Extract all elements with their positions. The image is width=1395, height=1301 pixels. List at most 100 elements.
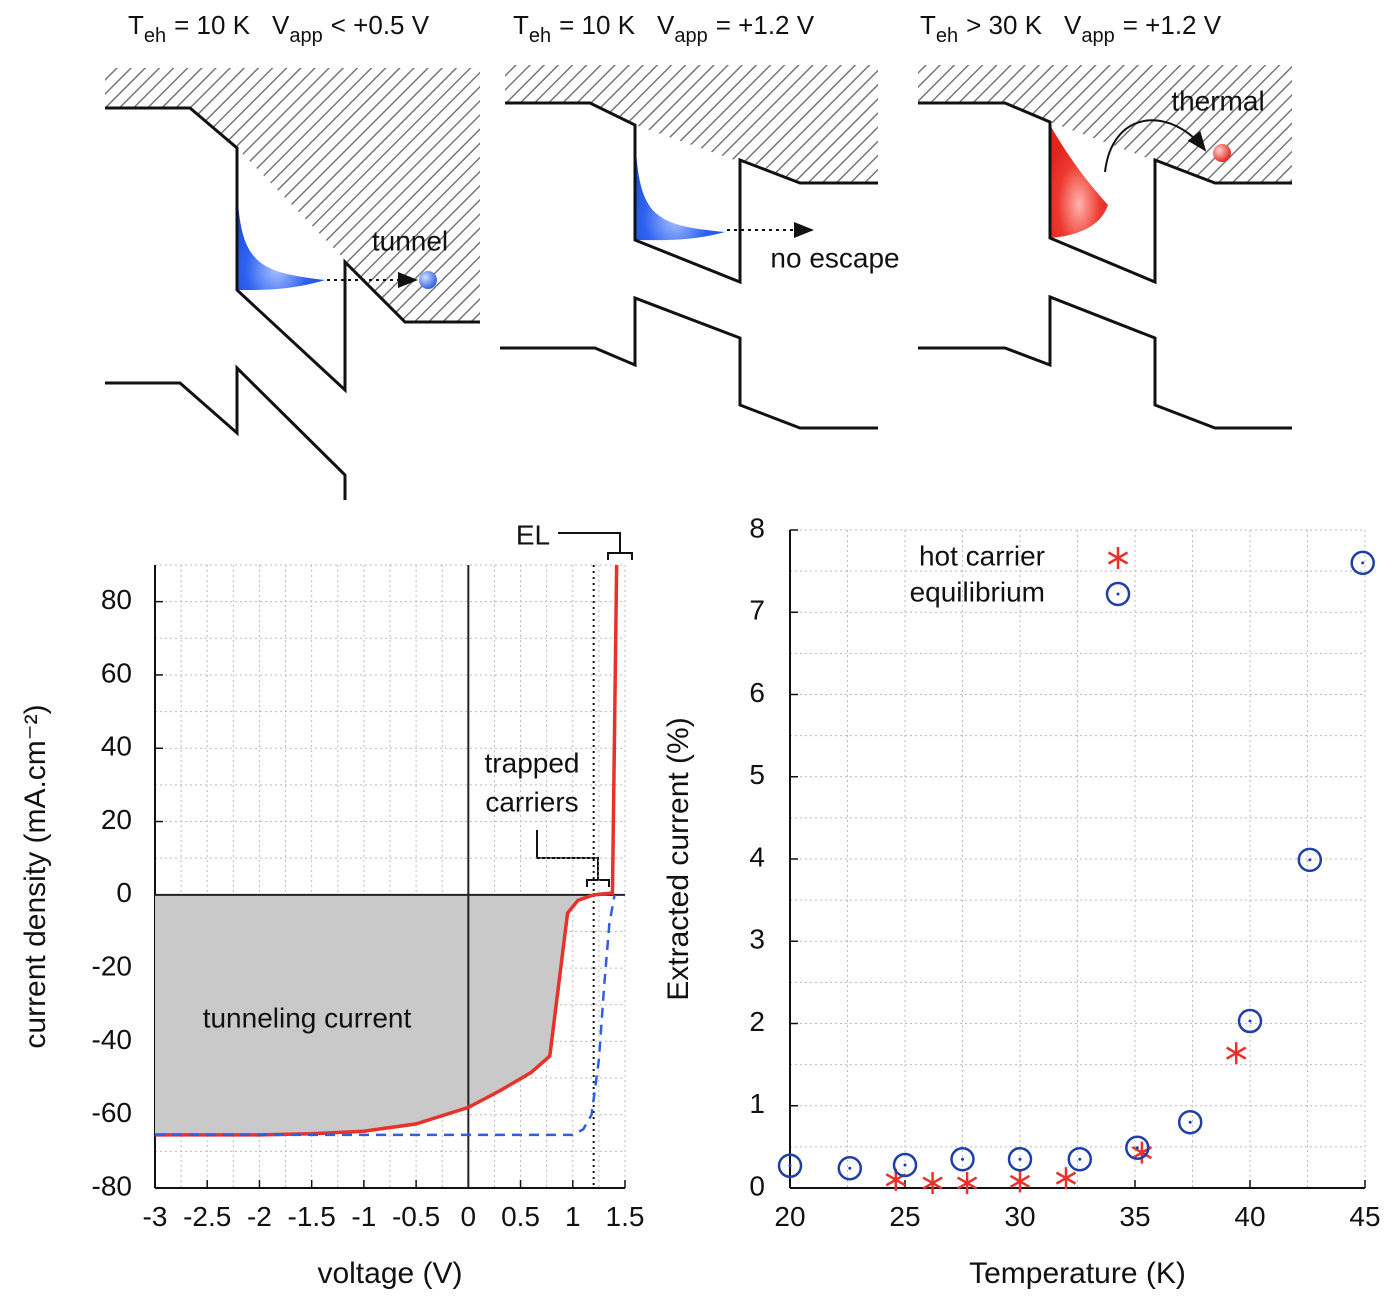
marker-dot	[1018, 1157, 1022, 1161]
marker-ring	[1177, 1109, 1203, 1135]
x-tick-label: -1	[351, 1201, 376, 1232]
title-symbol: V	[272, 10, 290, 40]
marker-stroke	[922, 1176, 943, 1190]
point	[1125, 1135, 1150, 1160]
y-tick-label: -40	[92, 1024, 132, 1055]
title-subscript: eh	[144, 25, 166, 47]
y-tick-label: 4	[749, 841, 765, 872]
marker-ring	[1007, 1146, 1033, 1172]
x-axis-label: voltage (V)	[317, 1257, 462, 1290]
marker-stroke	[1009, 1174, 1031, 1189]
x-tick-label: 45	[1349, 1201, 1380, 1232]
marker-stroke	[1055, 1171, 1077, 1185]
y-axis-label: current density (mA.cm⁻²)	[19, 704, 52, 1048]
marker-stroke	[1107, 551, 1129, 565]
x-tick-label: 1.5	[606, 1201, 645, 1232]
x-tick-label: 20	[774, 1201, 805, 1232]
point	[892, 1152, 918, 1178]
series-line	[155, 894, 616, 1137]
panel-label: no escape	[770, 242, 899, 273]
marker-dot	[848, 1166, 852, 1170]
marker-dot	[1188, 1120, 1192, 1124]
point	[956, 1172, 978, 1195]
title-symbol: T	[513, 10, 529, 40]
legend-marker	[1105, 581, 1131, 607]
title-subscript: app	[1081, 25, 1114, 47]
point	[1177, 1109, 1203, 1135]
title-relation: = 10 K	[559, 10, 636, 40]
marker-ring	[1105, 581, 1131, 607]
x-tick-label: -1.5	[288, 1201, 336, 1232]
y-axis-label: Extracted current (%)	[662, 717, 695, 1000]
marker-dot	[1116, 592, 1120, 596]
y-tick-label: 5	[749, 759, 765, 790]
title-symbol: T	[128, 10, 144, 40]
title-relation: = +1.2 V	[1123, 10, 1222, 40]
panel-title: Teh = 10 K Vapp = +1.2 V	[513, 10, 815, 47]
x-tick-label: 0.5	[501, 1201, 540, 1232]
annotation: trapped	[485, 747, 580, 778]
point	[1007, 1146, 1033, 1172]
y-tick-label: 8	[749, 512, 765, 543]
title-relation: = 10 K	[174, 10, 251, 40]
y-tick-label: 1	[749, 1088, 765, 1119]
x-tick-label: -3	[143, 1201, 168, 1232]
point	[1237, 1008, 1263, 1034]
marker-dot	[961, 1157, 964, 1161]
legend-label: equilibrium	[910, 576, 1045, 607]
x-tick-label: -2.5	[183, 1201, 231, 1232]
point	[1226, 1042, 1247, 1065]
point	[950, 1146, 975, 1172]
marker-ring	[1350, 550, 1375, 576]
title-subscript: app	[674, 25, 707, 47]
point	[777, 1153, 803, 1179]
legend-marker	[1107, 547, 1129, 569]
point	[837, 1156, 863, 1181]
panel-title: Teh = 10 K Vapp < +0.5 V	[128, 10, 430, 47]
y-tick-label: 80	[101, 584, 132, 615]
marker-ring	[1067, 1146, 1093, 1172]
x-tick-label: 0	[461, 1201, 477, 1232]
y-tick-label: 40	[101, 731, 132, 762]
marker-stroke	[1226, 1046, 1247, 1060]
point	[1009, 1170, 1031, 1193]
series-line	[155, 564, 619, 1137]
band-diagrams	[105, 65, 1292, 500]
title-relation: = +1.2 V	[716, 10, 815, 40]
title-symbol: T	[920, 10, 936, 40]
x-tick-label: -2	[247, 1201, 272, 1232]
y-tick-label: 7	[749, 595, 765, 626]
x-tick-label: 25	[889, 1201, 920, 1232]
marker-dot	[1308, 858, 1312, 862]
title-subscript: app	[289, 25, 322, 47]
marker-ring	[1297, 847, 1323, 873]
y-tick-label: -80	[92, 1170, 132, 1201]
marker-ring	[837, 1156, 863, 1181]
annotation-brackets	[536, 532, 633, 887]
marker-ring	[950, 1146, 975, 1172]
marker-ring	[892, 1152, 918, 1178]
y-tick-label: 0	[116, 877, 132, 908]
annotation: tunneling current	[203, 1002, 412, 1033]
x-tick-label: 1	[565, 1201, 581, 1232]
point	[1350, 550, 1375, 576]
area-fill	[155, 894, 594, 1135]
y-tick-label: 0	[749, 1170, 765, 1201]
title-relation: < +0.5 V	[331, 10, 430, 40]
marker-dot	[788, 1164, 792, 1168]
title-subscript: eh	[936, 25, 958, 47]
title-symbol: V	[657, 10, 675, 40]
marker-ring	[777, 1153, 803, 1179]
panel-label: tunnel	[372, 225, 448, 256]
marker-dot	[1078, 1157, 1082, 1161]
y-tick-label: 20	[101, 804, 132, 835]
annotation: carriers	[485, 786, 578, 817]
y-tick-label: -60	[92, 1097, 132, 1128]
marker-stroke	[956, 1176, 978, 1190]
title-relation: > 30 K	[966, 10, 1043, 40]
marker-dot	[903, 1163, 907, 1167]
marker-dot	[1135, 1146, 1139, 1150]
x-tick-label: 35	[1119, 1201, 1150, 1232]
panel-label: thermal	[1171, 85, 1264, 116]
